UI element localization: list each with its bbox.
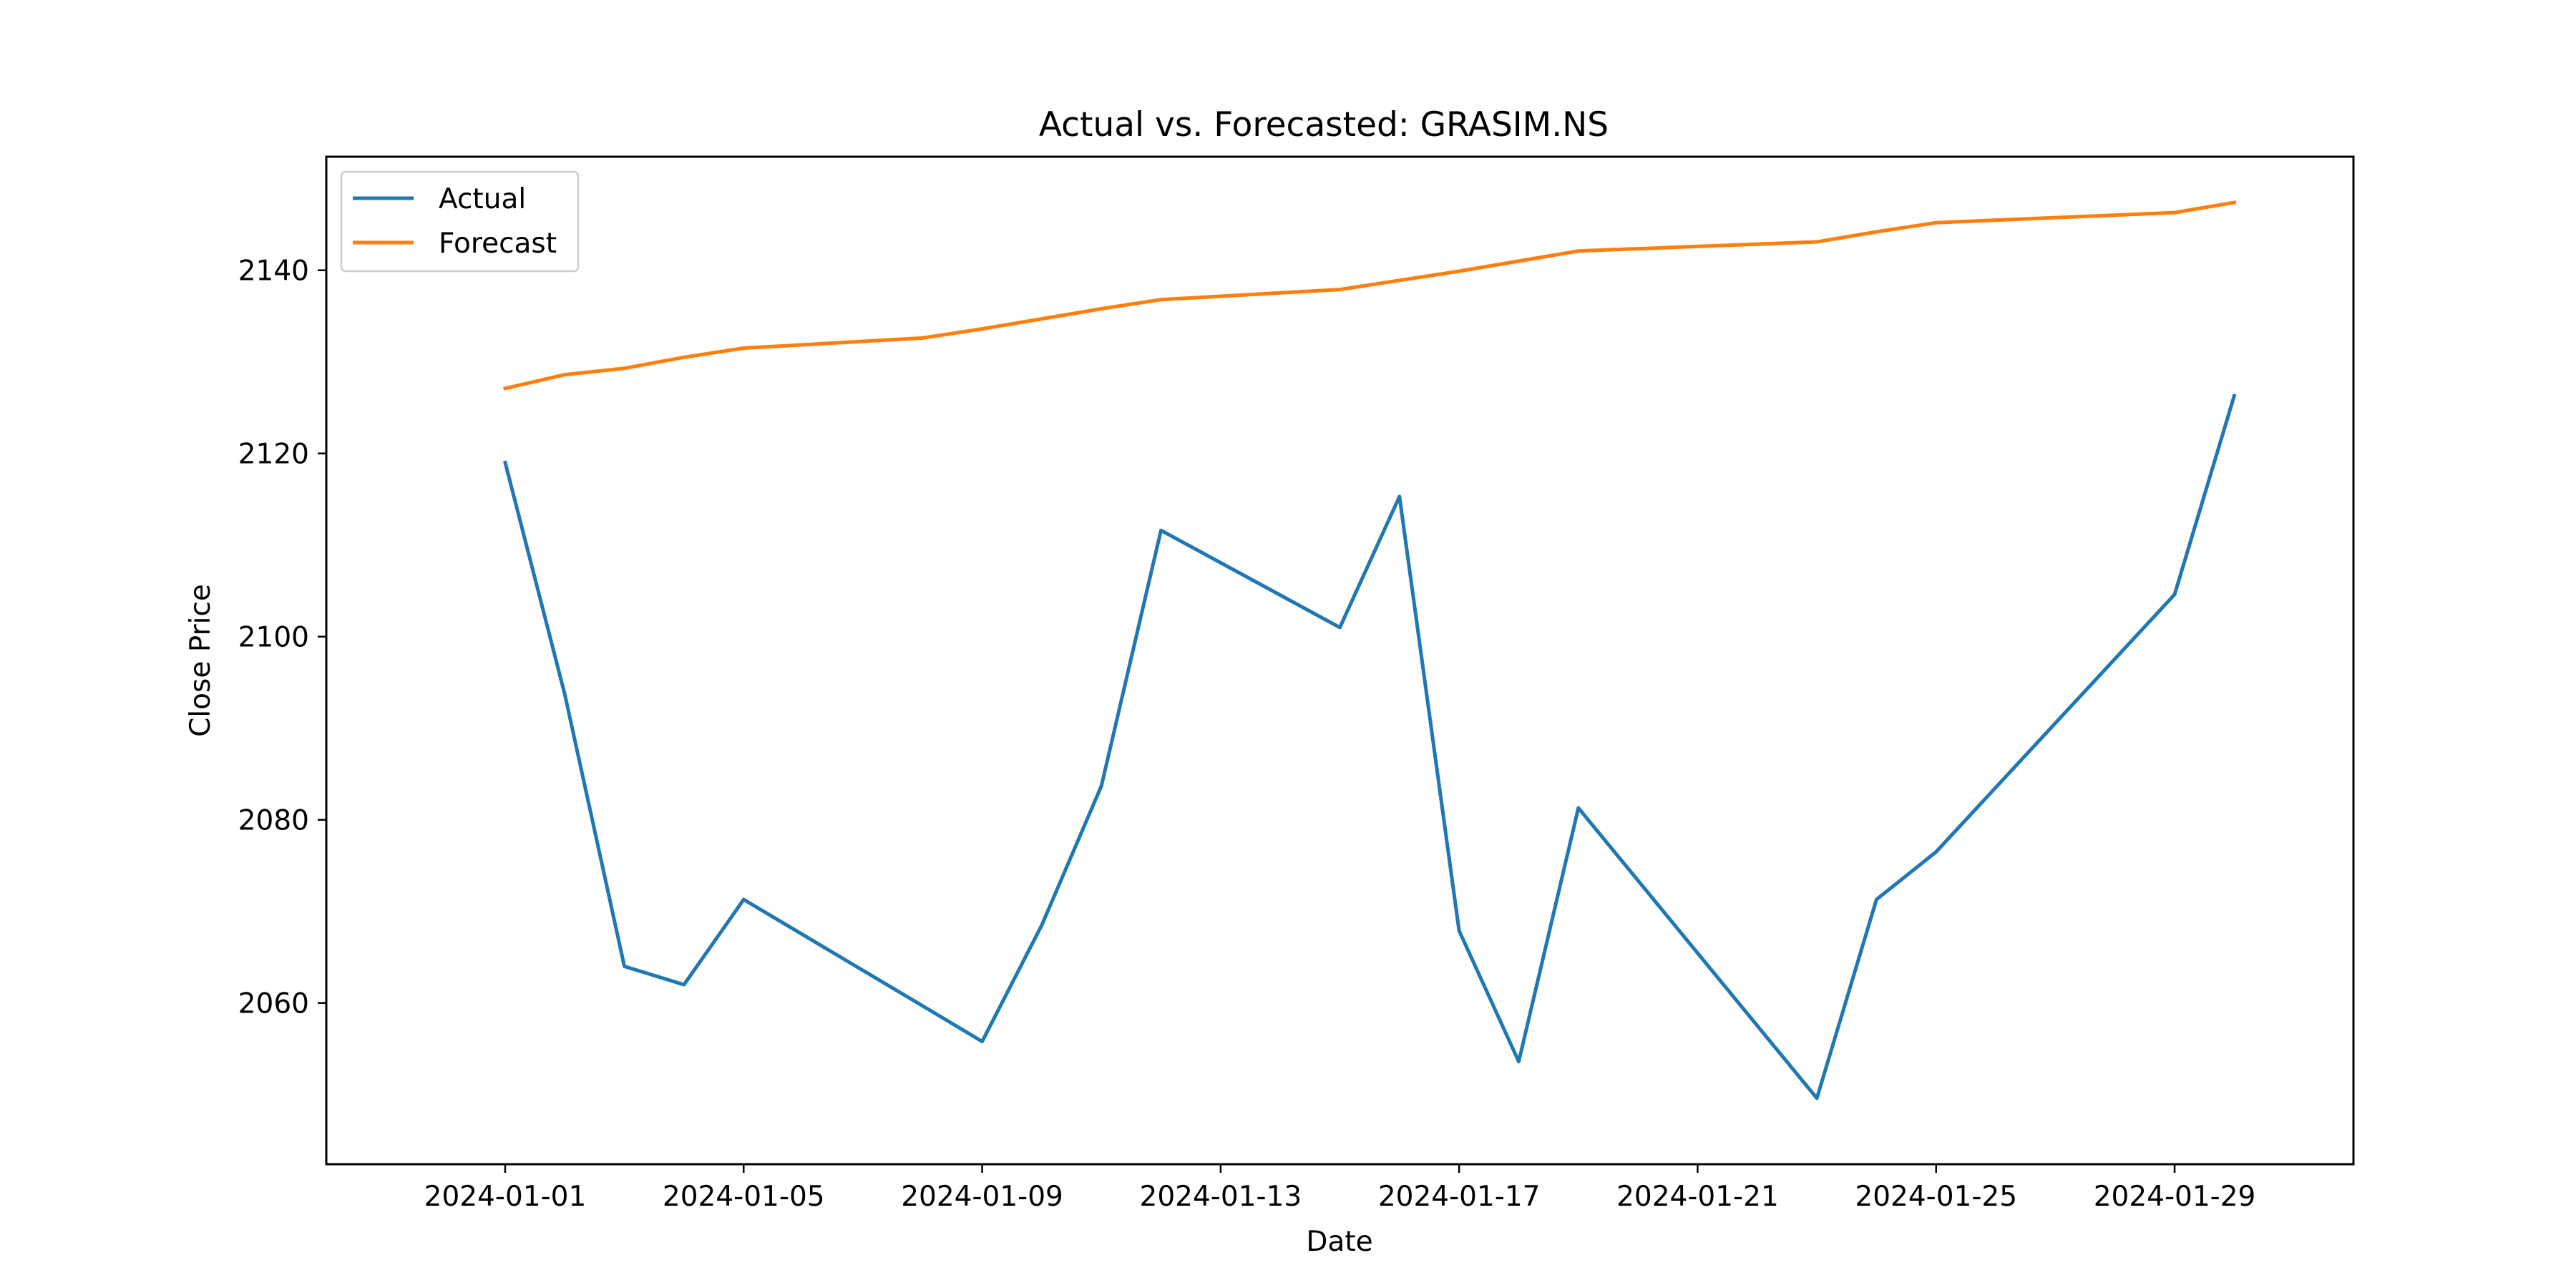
x-tick-label: 2024-01-29 xyxy=(2094,1181,2256,1213)
series-line-forecast xyxy=(503,200,2237,391)
x-tick-label: 2024-01-17 xyxy=(1378,1181,1541,1213)
y-tick-label: 2140 xyxy=(238,255,309,288)
x-ticks: 2024-01-01 2024-01-05 2024-01-09 2024-01-13… xyxy=(424,1164,2256,1213)
y-tick-label: 2100 xyxy=(238,622,309,654)
series-lines xyxy=(502,200,2237,1101)
x-tick-label: 2024-01-21 xyxy=(1616,1181,1779,1213)
chart-title: Actual vs. Forecasted: GRASIM.NS xyxy=(1039,105,1609,145)
y-ticks: 2060 2080 2100 2120 2140 xyxy=(238,255,326,1020)
legend-label-forecast: Forecast xyxy=(439,228,557,260)
y-tick-label: 2120 xyxy=(238,439,309,471)
x-tick-label: 2024-01-13 xyxy=(1140,1181,1302,1213)
legend-label-actual: Actual xyxy=(439,183,526,215)
plot-frame xyxy=(325,155,2355,1166)
x-tick-label: 2024-01-05 xyxy=(663,1181,825,1213)
series-line-actual xyxy=(502,393,2237,1101)
x-tick-label: 2024-01-09 xyxy=(901,1181,1063,1213)
legend: Actual Forecast xyxy=(340,170,580,273)
y-tick-label: 2080 xyxy=(238,805,309,837)
x-tick-label: 2024-01-25 xyxy=(1855,1181,2017,1213)
x-tick-label: 2024-01-01 xyxy=(424,1181,587,1213)
y-axis-label: Close Price xyxy=(185,584,217,737)
y-tick-label: 2060 xyxy=(238,988,309,1020)
x-axis-label: Date xyxy=(1306,1226,1372,1258)
